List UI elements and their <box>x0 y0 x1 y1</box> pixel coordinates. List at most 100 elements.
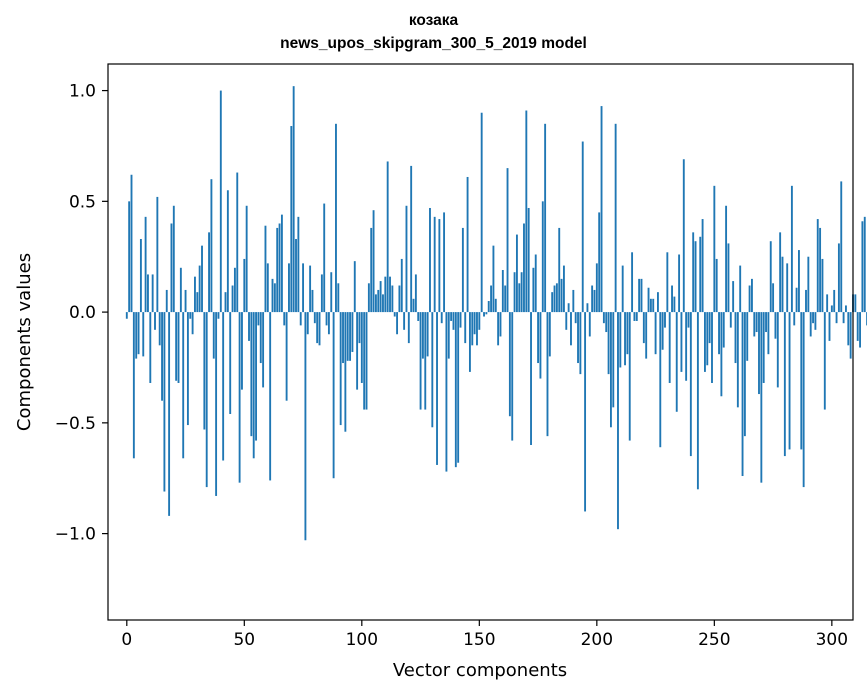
bar <box>790 185 793 313</box>
bar <box>323 203 326 313</box>
bar <box>393 312 396 317</box>
bar <box>553 285 556 313</box>
bar <box>548 312 551 357</box>
bar <box>833 289 836 313</box>
bar <box>339 312 342 426</box>
bar <box>661 312 664 350</box>
bar <box>821 258 824 313</box>
bar <box>313 312 316 324</box>
y-tick-label: 1.0 <box>69 82 96 102</box>
bar <box>645 312 648 359</box>
bar <box>198 265 201 313</box>
bar <box>562 265 565 313</box>
bar <box>828 312 831 341</box>
bar <box>504 285 507 313</box>
bar <box>316 312 319 344</box>
bar <box>403 312 406 330</box>
bar <box>612 312 615 408</box>
bar <box>668 312 671 383</box>
bar <box>659 312 662 448</box>
bar <box>692 232 695 313</box>
bar <box>438 219 441 313</box>
bar <box>288 263 290 313</box>
bar <box>567 303 570 313</box>
chart-title-word: козака <box>408 12 459 29</box>
bar <box>407 312 410 344</box>
bar <box>807 256 810 313</box>
bar <box>158 312 161 346</box>
bar <box>365 312 368 410</box>
bar <box>248 312 250 341</box>
bar <box>471 312 474 346</box>
bar <box>605 312 608 333</box>
bar <box>595 263 598 313</box>
bar <box>377 289 380 313</box>
bar <box>711 312 713 383</box>
bar <box>579 312 582 375</box>
bar <box>574 312 577 324</box>
bar <box>696 312 699 490</box>
bar <box>523 223 525 313</box>
bar <box>299 312 302 326</box>
bar <box>515 234 518 313</box>
bar <box>320 274 323 313</box>
bar <box>374 294 377 313</box>
bar <box>607 312 610 375</box>
bar <box>755 312 758 333</box>
bar <box>233 267 236 313</box>
bar <box>748 285 751 313</box>
bar <box>172 205 175 313</box>
bar <box>302 263 305 313</box>
bar <box>384 276 387 313</box>
bar <box>609 312 612 428</box>
bar <box>640 278 643 313</box>
bar <box>421 312 424 359</box>
bar <box>433 216 436 313</box>
bar <box>572 289 575 313</box>
bar <box>304 312 307 541</box>
bar <box>706 312 709 366</box>
bar <box>485 312 488 315</box>
bar <box>584 312 587 512</box>
x-tick-label: 50 <box>233 630 255 650</box>
bar <box>189 312 192 319</box>
bar <box>685 312 688 381</box>
bar <box>779 232 782 313</box>
bar <box>619 312 622 368</box>
bar <box>436 312 438 465</box>
bar <box>642 312 645 344</box>
bar <box>675 312 678 412</box>
bar <box>459 312 462 328</box>
bar <box>154 312 156 330</box>
bar <box>273 283 276 313</box>
plot-area-frame <box>107 63 854 621</box>
bar <box>732 281 735 313</box>
bar <box>699 236 702 313</box>
bar <box>753 312 756 337</box>
bar <box>765 312 767 333</box>
bar <box>358 312 361 344</box>
bar <box>222 312 225 461</box>
bar <box>800 312 803 450</box>
bar <box>534 254 537 313</box>
bar <box>266 263 269 313</box>
bar <box>297 216 300 313</box>
bar <box>360 312 363 383</box>
bar <box>767 312 770 355</box>
bar <box>473 312 476 335</box>
bar <box>278 223 281 313</box>
bar <box>532 267 535 313</box>
bar <box>457 312 460 463</box>
bar <box>487 301 490 313</box>
bar <box>344 312 347 432</box>
bar <box>830 305 833 313</box>
bar <box>280 214 283 313</box>
bar <box>729 312 732 328</box>
bar <box>398 285 401 313</box>
bar <box>626 312 629 355</box>
bar <box>722 312 725 348</box>
bar <box>137 312 140 355</box>
bar <box>182 312 185 459</box>
bar <box>783 312 786 457</box>
y-tick-label: −1.0 <box>55 525 96 545</box>
